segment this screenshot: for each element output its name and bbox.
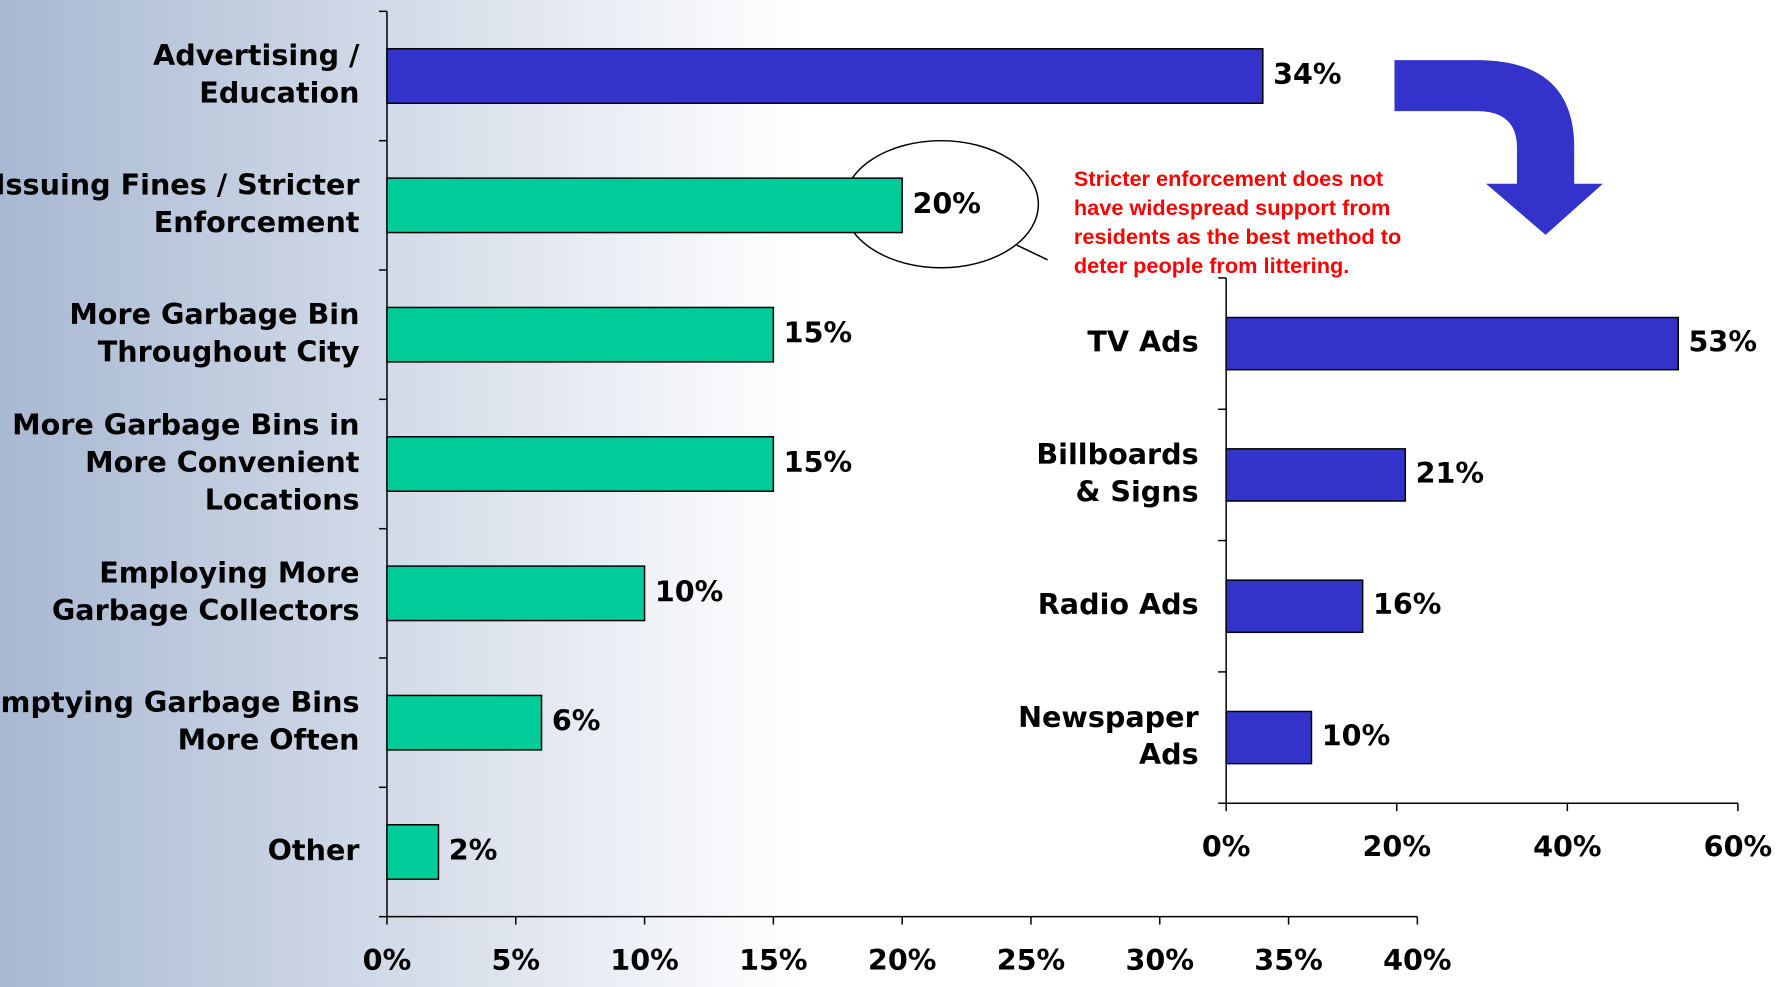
bar xyxy=(386,824,440,880)
bar xyxy=(1225,579,1364,634)
x-tick-label: 30% xyxy=(1126,944,1194,977)
category-label: Newspaper Ads xyxy=(1018,701,1199,771)
category-label: More Garbage Bins in More Convenient Locat… xyxy=(12,409,359,517)
value-label: 15% xyxy=(784,446,852,479)
value-label: 53% xyxy=(1689,326,1757,359)
callout-line xyxy=(1016,244,1048,261)
category-label: More Garbage Bin Throughout City xyxy=(69,298,360,368)
x-tick-label: 15% xyxy=(739,944,807,977)
arrow xyxy=(1394,60,1603,235)
x-tick-label: 25% xyxy=(997,944,1065,977)
annotation: Stricter enforcement does not have widesp… xyxy=(1074,166,1401,278)
x-tick-label: 0% xyxy=(363,944,412,977)
x-tick-label: 20% xyxy=(1363,831,1431,864)
bar xyxy=(1225,316,1679,371)
bar xyxy=(386,48,1264,104)
x-tick-label: 40% xyxy=(1383,944,1451,977)
category-label: TV Ads xyxy=(1087,326,1198,359)
value-label: 10% xyxy=(655,575,723,608)
x-tick-label: 60% xyxy=(1704,831,1772,864)
value-label: 6% xyxy=(552,705,601,738)
bar xyxy=(386,565,646,622)
x-tick-label: 0% xyxy=(1202,831,1251,864)
value-label: 15% xyxy=(784,317,852,350)
category-label: Billboards & Signs xyxy=(1036,438,1198,508)
bar xyxy=(1225,448,1407,502)
bar xyxy=(386,436,775,492)
value-label: 10% xyxy=(1322,720,1390,753)
x-tick-label: 35% xyxy=(1254,944,1322,977)
bar xyxy=(386,694,543,751)
category-label: Radio Ads xyxy=(1038,588,1199,621)
category-label: Employing More Garbage Collectors xyxy=(52,557,360,627)
value-label: 34% xyxy=(1273,58,1341,91)
category-label: Other xyxy=(268,834,360,867)
x-tick-label: 40% xyxy=(1533,831,1601,864)
x-tick-label: 10% xyxy=(610,944,678,977)
value-label: 21% xyxy=(1416,457,1484,490)
value-label: 2% xyxy=(449,834,498,867)
category-label: Issuing Fines / Stricter Enforcement xyxy=(0,169,359,239)
x-tick-label: 5% xyxy=(491,944,540,977)
bar xyxy=(1225,710,1313,765)
value-label: 16% xyxy=(1373,588,1441,621)
category-label: Emptying Garbage Bins More Often xyxy=(0,686,359,756)
bar xyxy=(386,177,903,234)
category-label: Advertising / Education xyxy=(153,39,360,109)
x-tick-label: 20% xyxy=(868,944,936,977)
value-label: 20% xyxy=(912,187,980,220)
bar xyxy=(386,306,775,363)
